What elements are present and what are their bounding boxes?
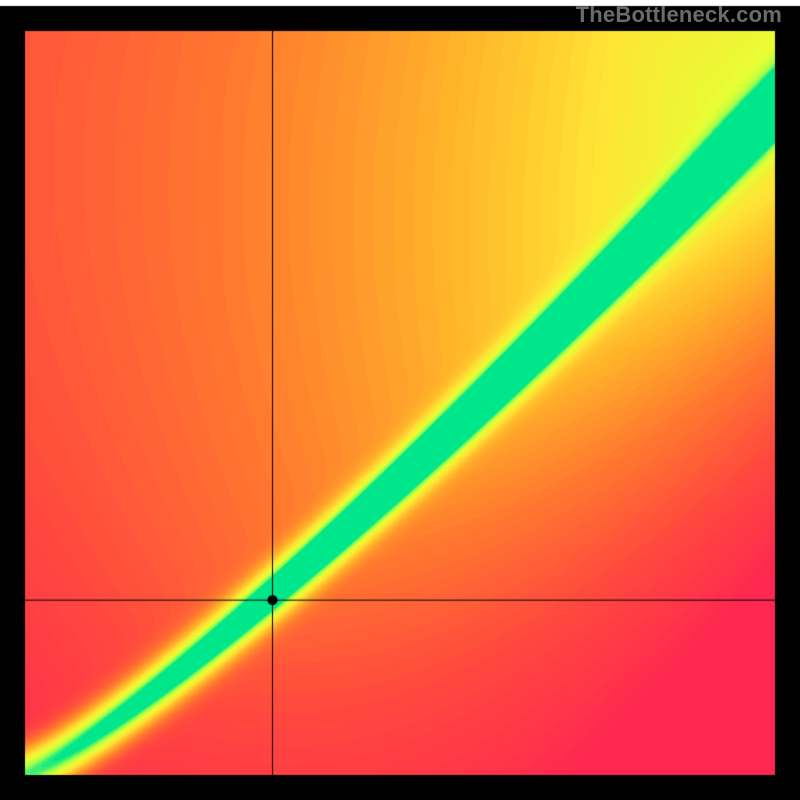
chart-container: TheBottleneck.com — [0, 0, 800, 800]
watermark-text: TheBottleneck.com — [576, 2, 782, 28]
bottleneck-heatmap — [0, 0, 800, 800]
